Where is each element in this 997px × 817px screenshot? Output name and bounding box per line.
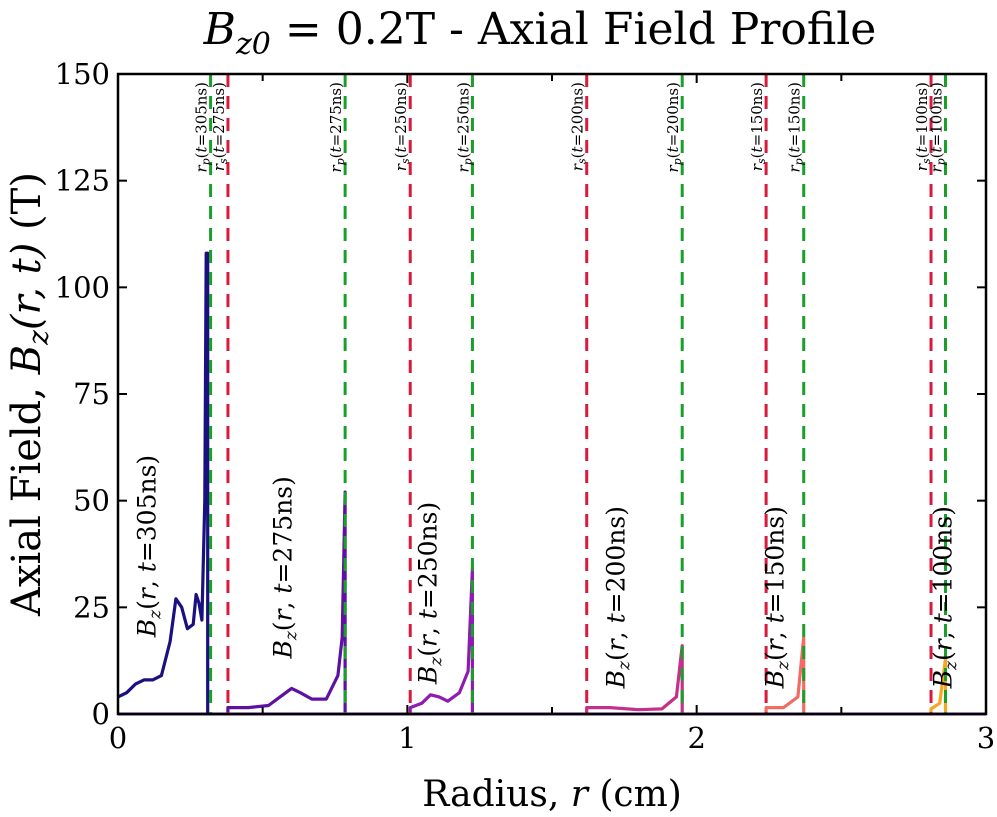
y-tick-label: 75 [73,377,110,411]
x-axis-label-prefix: Radius, [422,774,571,815]
y-tick-label: 125 [55,164,110,198]
vline-label: rs(t=150ns) [748,82,768,171]
y-axis-label-unit: (T) [4,172,50,243]
y-tick-label: 50 [73,484,110,518]
y-axis-label-prefix: Axial Field, [4,374,50,617]
y-tick-label: 25 [73,590,110,624]
reference-lines-layer: rs(t=275ns)rp(t=305ns) rp(t=275ns) rs(t=25… [193,74,947,714]
chart-title-subscript: z0 [235,27,271,62]
y-axis-label: Axial Field, Bz(r, t) (T) [4,172,55,617]
vline-label: rp(t=275ns) [327,82,347,173]
chart-title-symbol: B [203,4,236,55]
annotation-b-z-r-t-275ns: Bz(r, t=275ns) [269,476,302,659]
y-axis-label-subscript: z [22,330,55,346]
axes-layer: 0 25 50 75 100 125 150 0 1 2 3 [55,57,996,755]
curve-annotations-layer: Bz(r, t=305ns) Bz(r, t=275ns) Bz(r, t=250n… [133,455,962,690]
x-tick-label: 1 [398,721,416,755]
x-tick-label: 2 [687,721,705,755]
vline-label: rp(t=305ns) [193,82,213,173]
annotation-b-z-r-t-100ns: Bz(r, t=100ns) [928,506,961,689]
vline-label: rs(t=275ns) [210,82,230,171]
y-tick-label: 150 [55,57,110,91]
annotation-b-z-r-t-150ns: Bz(r, t=150ns) [760,506,793,689]
x-axis-label-unit: (cm) [588,774,682,815]
x-axis-label: Radius, r (cm) [422,774,682,815]
x-tick-label: 0 [109,721,127,755]
chart-title: Bz0 = 0.2T - Axial Field Profile [203,4,877,62]
x-tick-label: 3 [977,721,995,755]
series-b-z-r-t-250ns [408,567,474,714]
y-tick-label: 0 [92,697,110,731]
annotation-b-z-r-t-200ns: Bz(r, t=200ns) [601,506,634,689]
series-b-z-r-t-275ns [226,490,347,714]
vline-label: rs(t=200ns) [569,82,589,171]
annotation-b-z-r-t-305ns: Bz(r, t=305ns) [133,455,166,638]
vline-label: rp(t=200ns) [664,82,684,173]
y-axis-label-symbol: B [4,345,50,375]
plot-frame [116,72,988,716]
y-tick-label: 100 [55,270,110,304]
x-axis-label-variable: r [571,774,590,815]
series-layer [117,251,986,716]
vline-label: rs(t=100ns) [913,82,933,171]
annotation-b-z-r-t-250ns: Bz(r, t=250ns) [413,502,446,685]
y-axis-label-args: (r, t) [4,243,50,330]
vline-label: rp(t=100ns) [927,82,947,173]
vline-label: rp(t=150ns) [786,82,806,173]
chart-title-rest: = 0.2T - Axial Field Profile [271,4,876,55]
vline-label: rs(t=250ns) [392,82,412,171]
vline-label: rp(t=250ns) [454,82,474,173]
series-b-z-r-t-305ns [117,251,210,714]
